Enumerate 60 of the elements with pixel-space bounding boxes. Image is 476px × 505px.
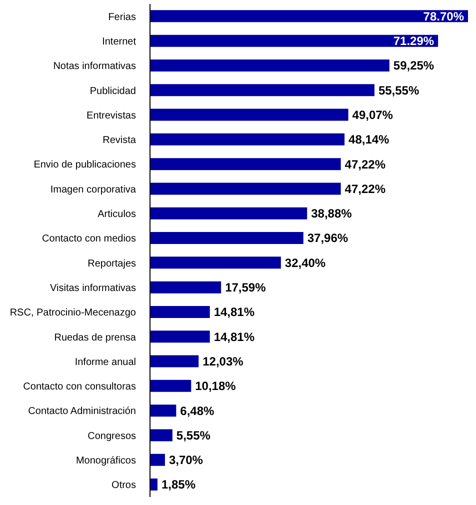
data-label: 17,59% [225, 280, 266, 295]
data-label: 48,14% [348, 132, 390, 147]
data-label: 5,55% [176, 428, 211, 442]
y-tick-label: Publicidad [90, 86, 136, 97]
bar [150, 108, 348, 121]
y-tick-label: Informe anual [74, 356, 136, 368]
bar [150, 158, 341, 170]
y-tick-label: Visitas informativas [50, 282, 136, 294]
bar [150, 232, 304, 244]
data-label: 14,81% [214, 305, 255, 320]
y-tick-label: RSC, Patrocinio-Mecenazgo [10, 308, 136, 319]
y-tick-label: Congresos [88, 430, 136, 442]
data-label: 78.70% [423, 9, 464, 24]
y-tick-label: Contacto con consultoras [23, 382, 136, 393]
y-tick-label: Otros [112, 480, 136, 492]
bar [150, 355, 199, 368]
y-tick-label: Internet [102, 36, 136, 48]
data-label: 59,25% [393, 58, 434, 73]
data-label: 32,40% [284, 256, 326, 270]
data-label: 55,55% [378, 83, 420, 98]
bar [150, 207, 308, 220]
y-tick-label: Ferias [108, 12, 136, 23]
bar [150, 59, 390, 72]
bar [150, 404, 176, 417]
bar [150, 84, 374, 96]
y-tick-label: Imagen corporativa [50, 184, 136, 196]
bar [150, 330, 210, 343]
y-tick-label: Monográficos [76, 456, 136, 467]
bar [150, 281, 222, 294]
y-tick-label: Notas informativas [53, 61, 136, 72]
y-tick-label: Ruedas de prensa [54, 332, 136, 344]
data-label: 71.29% [393, 34, 434, 48]
data-label: 1,85% [161, 478, 196, 492]
y-tick-label: Envio de publicaciones [34, 160, 136, 171]
data-label: 3,70% [168, 453, 204, 468]
data-label: 47,22% [344, 157, 386, 172]
bar [150, 10, 468, 22]
bar [150, 34, 438, 47]
data-label: 10,18% [195, 379, 236, 394]
bar [150, 256, 281, 269]
bar [150, 429, 172, 442]
y-tick-label: Contacto Administración [28, 406, 136, 418]
y-tick-label: Revista [102, 135, 136, 146]
data-label: 38,88% [311, 206, 352, 221]
y-tick-label: Entrevistas [86, 110, 136, 122]
bar [150, 380, 192, 392]
bar [150, 478, 158, 491]
y-tick-label: Reportajes [88, 258, 136, 270]
bar [150, 454, 165, 466]
y-tick-label: Articulos [98, 209, 136, 220]
bar [150, 306, 210, 318]
data-label: 6,48% [180, 404, 215, 418]
data-label: 37,96% [307, 231, 348, 246]
bar [150, 182, 341, 195]
y-tick-label: Contacto con medios [42, 234, 136, 245]
bar [150, 133, 345, 146]
data-label: 12,03% [202, 354, 244, 368]
data-label: 14,81% [214, 330, 255, 344]
data-label: 47,22% [344, 182, 386, 196]
data-label: 49,07% [352, 108, 394, 122]
